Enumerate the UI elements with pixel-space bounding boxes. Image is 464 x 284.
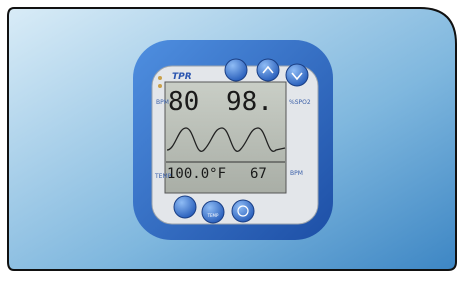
bpm-label: BPM [156,99,169,106]
button [174,196,196,218]
spo2-label: %SPO2 [289,99,311,106]
indicator [158,84,162,88]
pulse-rate: 80 [168,87,199,117]
bpm-label-bottom: BPM [290,170,303,177]
indicator [158,76,162,80]
temp-button-label: TEMP [207,213,219,218]
down-button [286,64,308,86]
scene: TPR 80 98. 100.0°F 67 BPM %SPO2 TEMP BPM… [0,0,464,284]
up-button [257,59,279,81]
power-button [232,200,254,222]
page: {"device": {"brand": "TPR", "display": {… [0,0,464,284]
spo2: 98. [226,87,273,117]
button [225,59,247,81]
brand: TPR [172,72,192,82]
temp-button [202,201,224,223]
pulse: 67 [250,166,267,182]
temperature: 100.0°F [167,166,226,182]
temp-label: TEMP [154,173,172,180]
